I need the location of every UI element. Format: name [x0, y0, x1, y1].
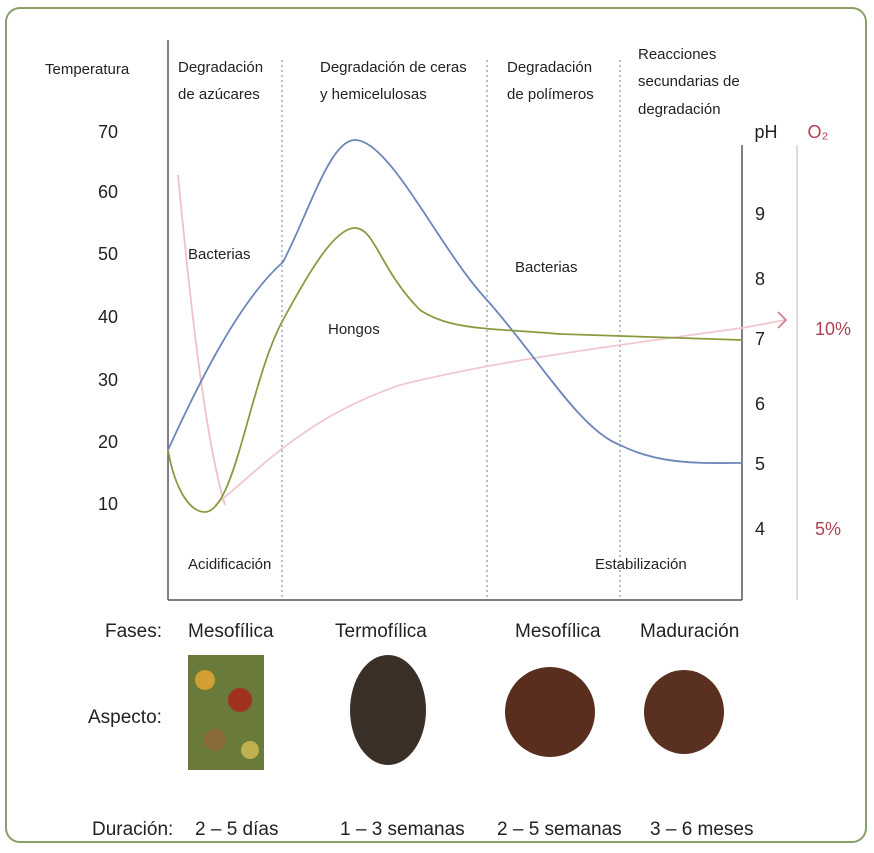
tick-label: 50 — [98, 244, 118, 264]
tick-label: 20 — [98, 432, 118, 452]
axis-label: O₂ — [808, 122, 829, 142]
annotation: Bacterias — [515, 259, 578, 276]
tick-label: 6 — [755, 394, 765, 414]
duration: 2 – 5 días — [195, 819, 278, 840]
tick-label: 7 — [755, 329, 765, 349]
stage-label: Degradación de ceras — [320, 59, 467, 76]
phase: Maduración — [640, 621, 739, 642]
annotation: Acidificación — [188, 556, 271, 573]
phase: Termofílica — [335, 621, 427, 642]
tick-label: 5% — [815, 519, 841, 539]
stage-label: Reacciones — [638, 46, 716, 63]
annotation: Bacterias — [188, 246, 251, 263]
stage-label: degradación — [638, 101, 721, 118]
diagram: Temperatura 70 60 50 40 30 20 10 pH O₂ 9 8 7 6 5 4 10% 5%… — [0, 0, 874, 848]
row-label: Duración: — [92, 819, 173, 840]
annotation: Estabilización — [595, 556, 687, 573]
tick-label: 8 — [755, 269, 765, 289]
stage-label: Degradación — [507, 59, 592, 76]
tick-label: 9 — [755, 204, 765, 224]
tick-label: 10% — [815, 319, 851, 339]
tick-label: 70 — [98, 122, 118, 142]
axis-label: pH — [754, 122, 777, 142]
stage-label: y hemicelulosas — [320, 86, 427, 103]
tick-label: 40 — [98, 307, 118, 327]
axis-label: Temperatura — [45, 61, 130, 78]
tick-label: 10 — [98, 494, 118, 514]
stage-label: de azúcares — [178, 86, 260, 103]
tick-label: 30 — [98, 370, 118, 390]
row-label: Fases: — [105, 621, 162, 642]
stage-label: secundarias de — [638, 73, 740, 90]
phase: Mesofílica — [515, 621, 601, 642]
stage-label: Degradación — [178, 59, 263, 76]
tick-label: 4 — [755, 519, 765, 539]
tick-label: 60 — [98, 182, 118, 202]
phase: Mesofílica — [188, 621, 274, 642]
row-label: Aspecto: — [88, 707, 162, 728]
tick-label: 5 — [755, 454, 765, 474]
duration: 2 – 5 semanas — [497, 819, 622, 840]
duration: 1 – 3 semanas — [340, 819, 465, 840]
duration: 3 – 6 meses — [650, 819, 754, 840]
stage-label: de polímeros — [507, 86, 594, 103]
annotation: Hongos — [328, 321, 380, 338]
